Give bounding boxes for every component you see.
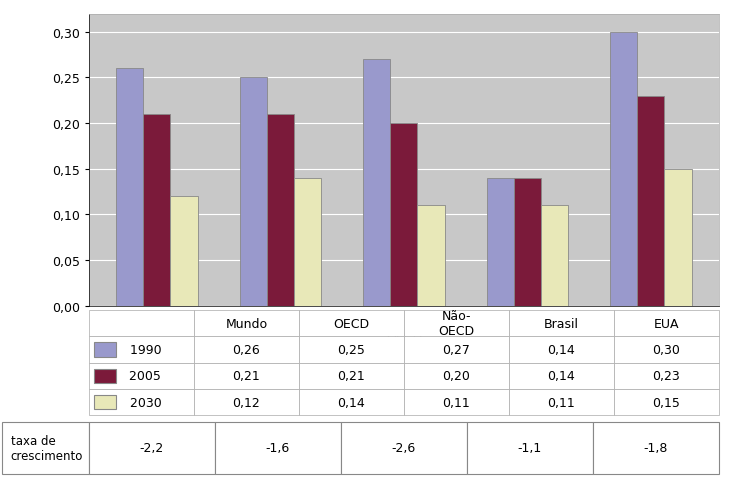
Bar xyxy=(294,179,321,306)
Bar xyxy=(514,179,541,306)
Bar xyxy=(391,124,417,306)
Bar xyxy=(363,60,391,306)
Bar xyxy=(541,206,568,306)
Bar xyxy=(637,96,665,306)
Bar xyxy=(267,115,294,306)
Bar xyxy=(239,78,267,306)
Bar xyxy=(665,169,691,306)
Bar xyxy=(417,206,445,306)
Bar xyxy=(143,115,170,306)
Bar xyxy=(610,33,637,306)
Bar xyxy=(487,179,514,306)
Bar xyxy=(116,69,143,306)
Bar xyxy=(170,197,198,306)
